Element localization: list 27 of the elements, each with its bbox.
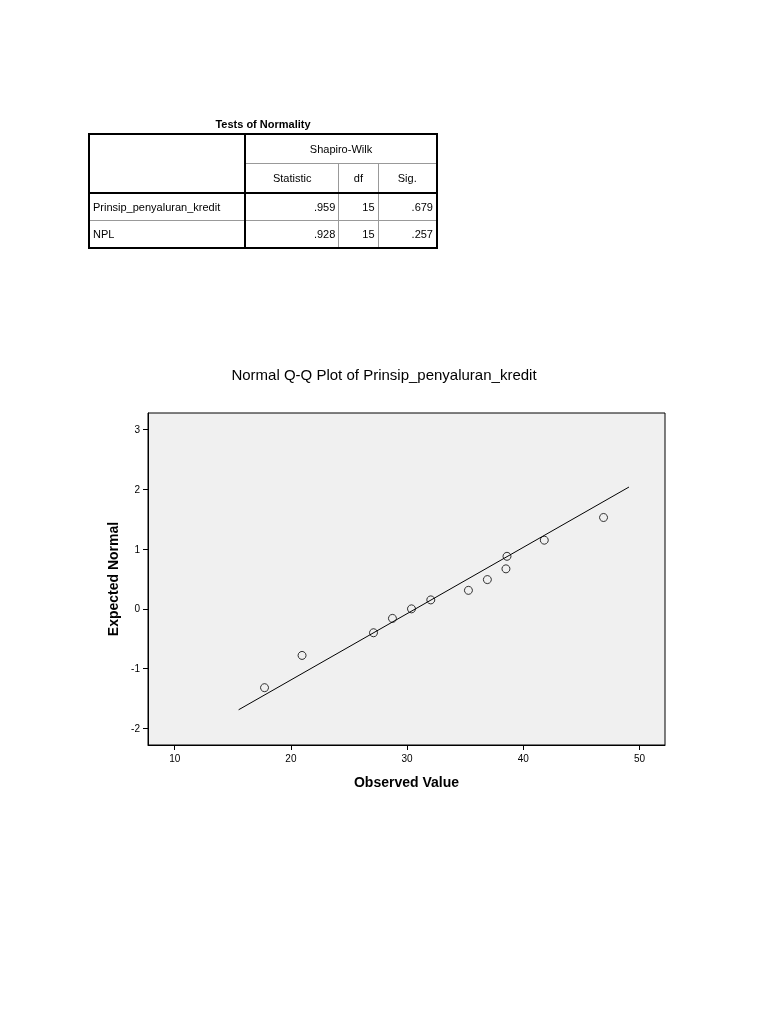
y-tick-label: 2 [134, 483, 141, 495]
text: .959 [245, 193, 339, 221]
text: df [338, 163, 379, 193]
y-tick-label: 1 [134, 543, 141, 555]
y-tick-label: -1 [131, 663, 141, 675]
text: .928 [245, 220, 339, 248]
text: 15 [338, 220, 379, 248]
text: .257 [378, 220, 437, 248]
text: Statistic [245, 163, 339, 193]
y-axis-title: Expected Normal [105, 521, 121, 637]
x-tick-label: 20 [285, 752, 297, 764]
x-axis-title: Observed Value [353, 774, 460, 790]
x-tick-label: 50 [633, 752, 646, 764]
text: Tests of Normality [214, 118, 312, 130]
text: Prinsip_penyaluran_kredit [89, 193, 245, 221]
x-tick-label: 40 [517, 752, 530, 764]
y-tick-label: 3 [134, 424, 141, 436]
text: Shapiro-Wilk [245, 134, 437, 164]
text: 15 [338, 193, 379, 221]
text: .679 [410, 200, 434, 215]
text: Sig. [378, 163, 437, 193]
y-tick-label: 0 [134, 603, 141, 615]
x-tick-label: 10 [169, 752, 181, 764]
x-tick-label: 30 [401, 752, 414, 764]
chart-title: Normal Q-Q Plot of Prinsip_penyaluran_kredit [231, 366, 538, 383]
y-tick-label: -2 [131, 722, 141, 734]
text: NPL [89, 220, 245, 248]
